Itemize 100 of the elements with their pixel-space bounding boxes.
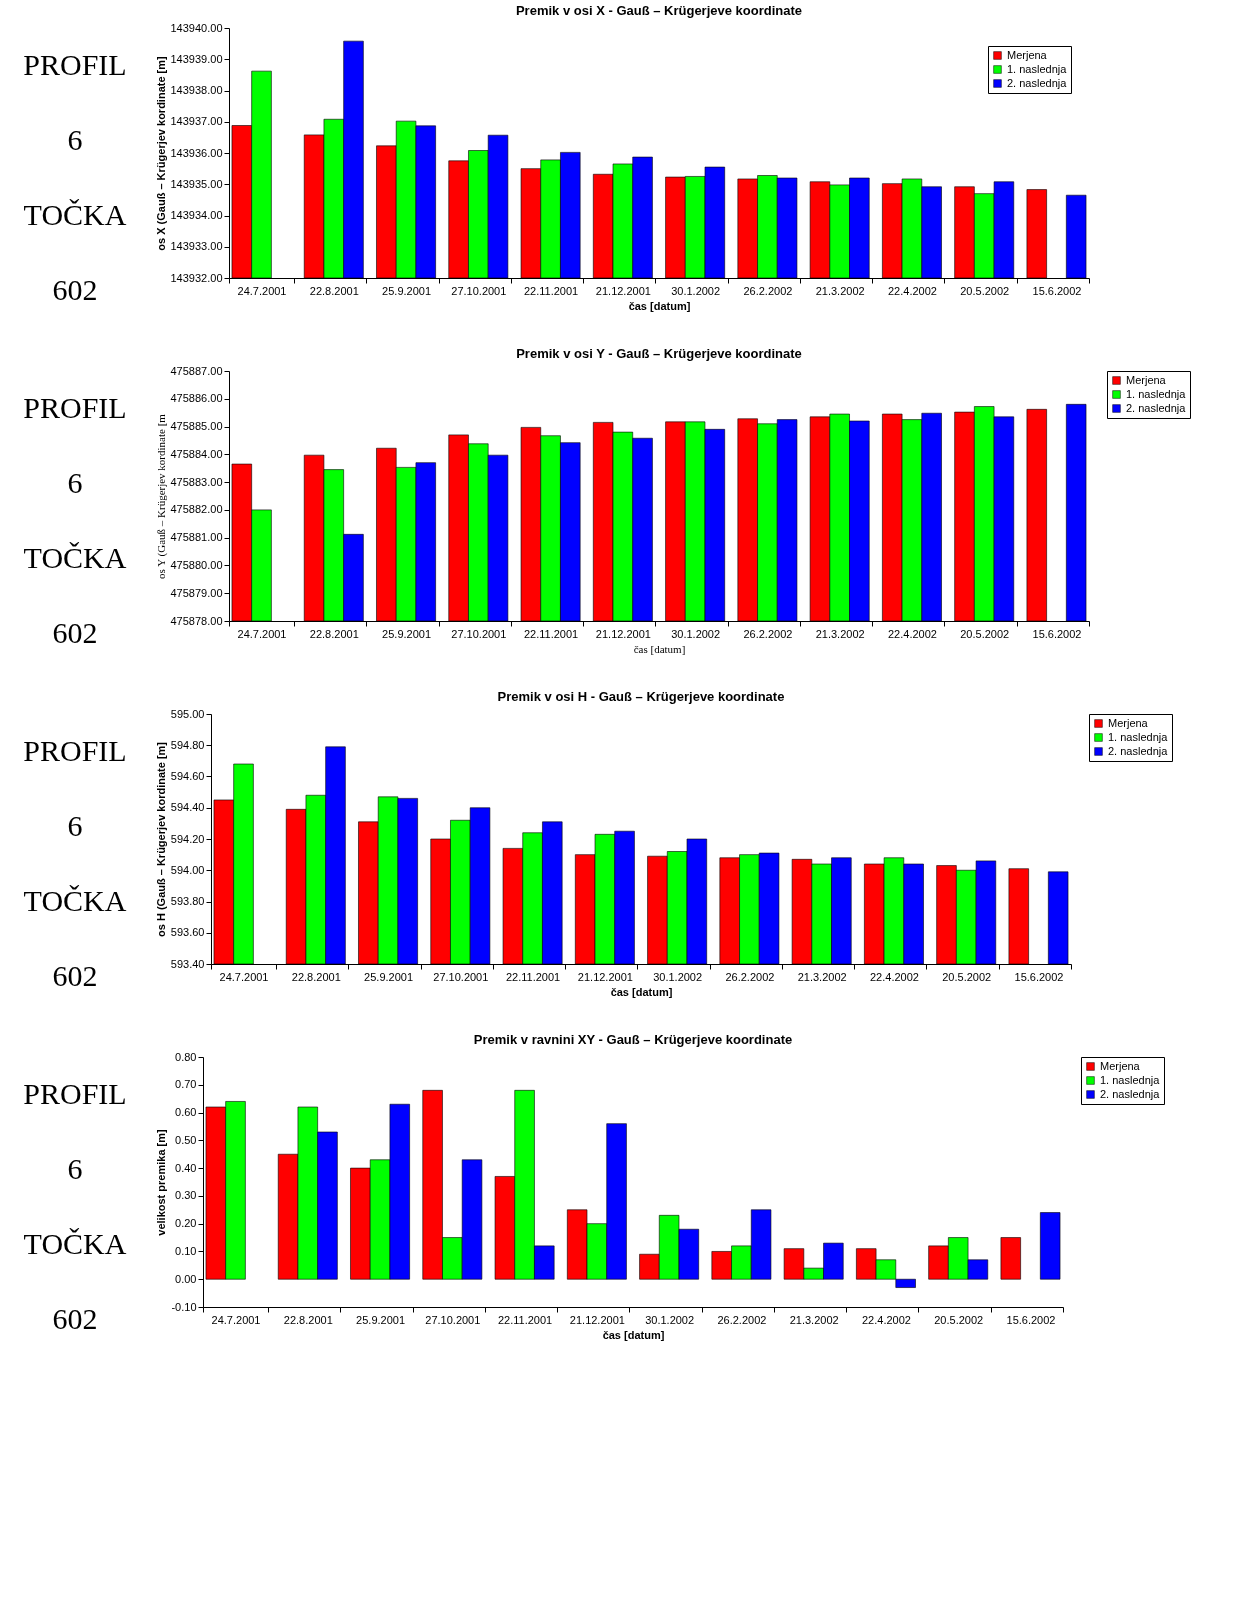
x-tick-label: 24.7.2001 xyxy=(211,1313,261,1326)
x-tick-label: 24.7.2001 xyxy=(237,627,287,640)
x-tick-label: 26.2.2002 xyxy=(717,1313,767,1326)
x-tick-label: 20.5.2002 xyxy=(934,1313,984,1326)
chart-title: Premik v osi H - Gauß – Krügerjeve koordinate xyxy=(497,689,785,704)
x-tick-label: 21.12.2001 xyxy=(577,970,633,983)
x-tick-label: 22.11.2001 xyxy=(497,1313,553,1326)
x-tick-label: 21.3.2002 xyxy=(789,1313,839,1326)
text: PROFIL xyxy=(23,47,127,81)
x-tick-label: 25.9.2001 xyxy=(356,1313,406,1326)
y-tick-label: 0.10 xyxy=(175,1244,197,1257)
x-tick-label: 26.2.2002 xyxy=(725,970,775,983)
text: TOČKA xyxy=(23,540,127,574)
y-tick-label: 0.00 xyxy=(175,1272,197,1285)
y-tick-label: 0.30 xyxy=(175,1189,197,1202)
x-tick-label: 30.1.2002 xyxy=(645,1313,695,1326)
legend-label: 2. naslednja xyxy=(1108,744,1169,757)
text: TOČKA xyxy=(23,197,127,231)
y-tick-label: 594.20 xyxy=(170,832,205,845)
x-tick-label: 22.8.2001 xyxy=(283,1313,333,1326)
x-tick-label: 21.12.2001 xyxy=(595,284,651,297)
y-tick-label: 594.40 xyxy=(170,801,205,814)
legend-label: Merjena xyxy=(1007,48,1048,61)
text: 602 xyxy=(52,958,98,992)
legend-label: Merjena xyxy=(1108,716,1149,729)
legend-label: Merjena xyxy=(1100,1059,1141,1072)
y-tick-label: 475881.00 xyxy=(170,531,223,544)
x-tick-label: 20.5.2002 xyxy=(960,627,1010,640)
y-tick-label: -0.10 xyxy=(171,1300,197,1313)
y-tick-label: 594.80 xyxy=(170,738,205,751)
y-tick-label: 143940.00 xyxy=(170,21,223,34)
x-tick-label: 21.12.2001 xyxy=(569,1313,625,1326)
text: PROFIL xyxy=(23,390,127,424)
bar xyxy=(1040,1212,1061,1280)
x-tick-label: 22.8.2001 xyxy=(291,970,341,983)
x-tick-label: 27.10.2001 xyxy=(425,1313,481,1326)
y-axis-title: os H (Gauß – Krügerjev kordinate [m] xyxy=(154,741,167,937)
y-tick-label: 143934.00 xyxy=(170,209,223,221)
x-axis-title: čas [datum] xyxy=(610,985,673,998)
x-tick-label: 30.1.2002 xyxy=(671,627,721,640)
y-tick-label: 475880.00 xyxy=(170,558,223,571)
y-axis-title: velikost premika [m] xyxy=(155,1128,168,1236)
x-tick-label: 22.4.2002 xyxy=(887,627,937,640)
x-tick-label: 22.11.2001 xyxy=(505,970,561,983)
x-tick-label: 22.4.2002 xyxy=(887,284,937,297)
y-tick-label: 475886.00 xyxy=(170,392,223,405)
x-axis-title: čas [datum] xyxy=(602,1328,665,1341)
x-tick-label: 22.8.2001 xyxy=(309,627,359,640)
y-tick-label: 0.70 xyxy=(175,1078,197,1091)
y-tick-label: 475879.00 xyxy=(170,586,223,599)
y-tick-label: 595.00 xyxy=(170,707,205,720)
x-tick-label: 22.8.2001 xyxy=(309,284,359,297)
text: PROFIL xyxy=(23,1076,127,1110)
x-tick-label: 25.9.2001 xyxy=(382,284,432,297)
legend-label: 2. naslednja xyxy=(1126,401,1187,414)
y-tick-label: 143939.00 xyxy=(170,52,223,65)
legend-label: 2. naslednja xyxy=(1007,76,1068,89)
legend-label: 1. naslednja xyxy=(1007,62,1068,75)
x-tick-label: 30.1.2002 xyxy=(671,284,721,297)
text: 6 xyxy=(67,122,83,156)
x-tick-label: 25.9.2001 xyxy=(382,627,432,640)
x-tick-label: 22.11.2001 xyxy=(523,284,579,297)
x-tick-label: 25.9.2001 xyxy=(364,970,414,983)
text: 602 xyxy=(52,272,98,306)
y-tick-label: 0.60 xyxy=(175,1106,197,1119)
legend-label: 1. naslednja xyxy=(1100,1073,1161,1086)
legend-label: 1. naslednja xyxy=(1108,730,1169,743)
y-tick-label: 143937.00 xyxy=(170,115,223,128)
y-tick-label: 475878.00 xyxy=(170,614,223,627)
legend-label: 1. naslednja xyxy=(1126,387,1187,400)
y-tick-label: 0.80 xyxy=(175,1050,197,1063)
x-tick-label: 27.10.2001 xyxy=(451,284,507,297)
y-tick-label: 143938.00 xyxy=(170,84,223,96)
y-axis-title: os X (Gauß – Krügerjev kordinate [m] xyxy=(154,55,167,251)
text: PROFIL xyxy=(23,733,127,767)
y-tick-label: 475884.00 xyxy=(170,447,223,460)
y-tick-label: 593.80 xyxy=(170,895,205,907)
x-tick-label: 15.6.2002 xyxy=(1006,1313,1056,1326)
x-tick-label: 27.10.2001 xyxy=(451,627,507,640)
legend-label: 2. naslednja xyxy=(1100,1087,1161,1100)
x-tick-label: 22.4.2002 xyxy=(861,1313,911,1326)
y-tick-label: 0.20 xyxy=(175,1217,197,1230)
x-tick-label: 22.4.2002 xyxy=(869,970,919,983)
text: TOČKA xyxy=(23,883,127,917)
x-tick-label: 21.12.2001 xyxy=(595,627,651,640)
y-tick-label: 475887.00 xyxy=(170,364,223,377)
x-tick-label: 21.3.2002 xyxy=(815,284,865,297)
x-tick-label: 30.1.2002 xyxy=(653,970,703,983)
x-tick-label: 15.6.2002 xyxy=(1014,970,1064,983)
x-axis-title: čas [datum] xyxy=(633,642,686,655)
y-tick-label: 143935.00 xyxy=(170,177,223,190)
x-tick-label: 15.6.2002 xyxy=(1032,284,1082,297)
x-tick-label: 24.7.2001 xyxy=(237,284,287,297)
y-tick-label: 143932.00 xyxy=(170,271,223,284)
x-tick-label: 20.5.2002 xyxy=(960,284,1010,297)
y-tick-label: 593.40 xyxy=(170,957,205,970)
y-tick-label: 143933.00 xyxy=(170,240,223,253)
y-tick-label: 143936.00 xyxy=(170,146,223,159)
y-tick-label: 0.40 xyxy=(175,1161,197,1174)
legend-label: Merjena xyxy=(1126,373,1167,386)
